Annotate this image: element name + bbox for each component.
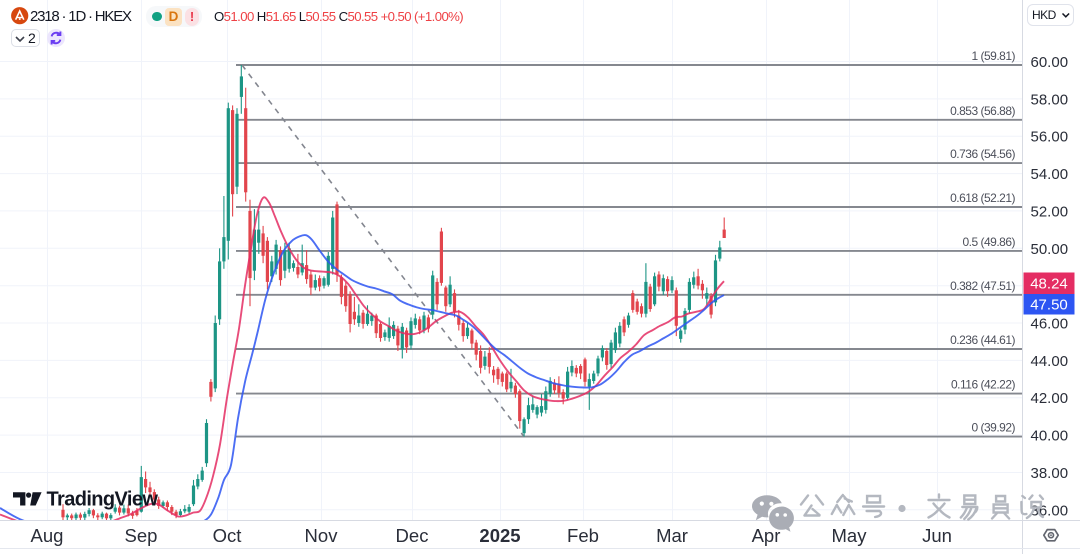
svg-text:54.00: 54.00: [1031, 166, 1069, 183]
svg-text:38.00: 38.00: [1031, 465, 1069, 482]
svg-text:46.00: 46.00: [1031, 316, 1069, 333]
svg-text:47.50: 47.50: [1030, 297, 1068, 314]
svg-text:60.00: 60.00: [1031, 54, 1069, 71]
svg-text:0 (39.92): 0 (39.92): [971, 421, 1015, 435]
svg-text:40.00: 40.00: [1031, 428, 1069, 445]
svg-text:2025: 2025: [479, 525, 520, 546]
svg-text:42.00: 42.00: [1031, 390, 1069, 407]
svg-text:Nov: Nov: [305, 525, 339, 546]
svg-text:May: May: [832, 525, 868, 546]
svg-text:56.00: 56.00: [1031, 129, 1069, 146]
svg-text:44.00: 44.00: [1031, 353, 1069, 370]
svg-text:TradingView: TradingView: [47, 489, 159, 511]
svg-text:Feb: Feb: [567, 525, 599, 546]
svg-text:Aug: Aug: [31, 525, 64, 546]
svg-text:0.618 (52.21): 0.618 (52.21): [950, 191, 1015, 205]
svg-text:0.736 (54.56): 0.736 (54.56): [950, 147, 1015, 161]
svg-text:Oct: Oct: [213, 525, 242, 546]
svg-text:1 (59.81): 1 (59.81): [971, 49, 1015, 63]
svg-text:0.5 (49.86): 0.5 (49.86): [962, 235, 1015, 249]
svg-text:0.382 (47.51): 0.382 (47.51): [950, 279, 1015, 293]
svg-text:58.00: 58.00: [1031, 91, 1069, 108]
svg-text:0.236 (44.61): 0.236 (44.61): [950, 333, 1015, 347]
svg-text:Jun: Jun: [922, 525, 952, 546]
svg-text:52.00: 52.00: [1031, 203, 1069, 220]
svg-text:48.24: 48.24: [1030, 276, 1068, 293]
svg-text:Sep: Sep: [125, 525, 158, 546]
svg-text:0.116 (42.22): 0.116 (42.22): [951, 378, 1015, 392]
svg-text:Apr: Apr: [752, 525, 781, 546]
svg-text:50.00: 50.00: [1031, 241, 1069, 258]
svg-text:36.00: 36.00: [1031, 502, 1069, 519]
svg-text:Dec: Dec: [396, 525, 429, 546]
svg-text:Mar: Mar: [656, 525, 688, 546]
svg-text:0.853 (56.88): 0.853 (56.88): [950, 104, 1015, 118]
